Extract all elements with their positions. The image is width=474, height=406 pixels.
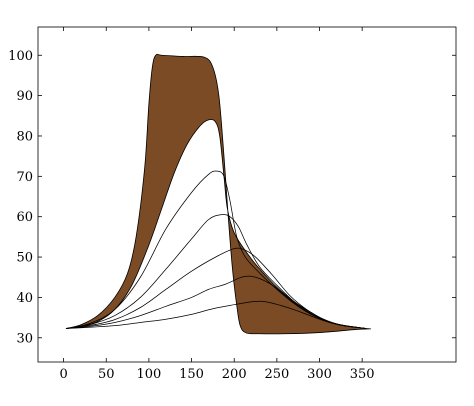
x-tick-label: 100 (136, 367, 161, 382)
x-tick-label: 150 (179, 367, 204, 382)
y-tick-label: 60 (16, 210, 33, 225)
y-tick-label: 50 (16, 251, 33, 266)
y-tick-label: 70 (16, 170, 33, 185)
series-line-4 (66, 275, 367, 329)
plot-frame (37, 26, 457, 363)
y-tick-label: 100 (8, 49, 33, 64)
series-line-1 (66, 170, 367, 329)
series-line-5 (66, 300, 367, 329)
series-line-3 (66, 247, 367, 329)
x-tick-label: 0 (59, 367, 67, 382)
x-tick-label: 50 (98, 367, 115, 382)
x-tick-label: 250 (264, 367, 289, 382)
series-layer (66, 170, 367, 329)
y-tick-label: 90 (16, 89, 33, 104)
axis-layer: 0 50 100 150 200 250 300 350 30 40 50 60 70 80 90 100 (8, 26, 457, 382)
y-tick-label: 30 (16, 331, 33, 346)
x-tick-label: 200 (222, 367, 247, 382)
band-layer (65, 53, 372, 335)
band-area (65, 53, 372, 335)
y-tick-label: 40 (16, 291, 33, 306)
y-tick-label: 80 (16, 129, 33, 144)
x-tick-label: 350 (350, 367, 375, 382)
x-tick-label: 300 (307, 367, 332, 382)
